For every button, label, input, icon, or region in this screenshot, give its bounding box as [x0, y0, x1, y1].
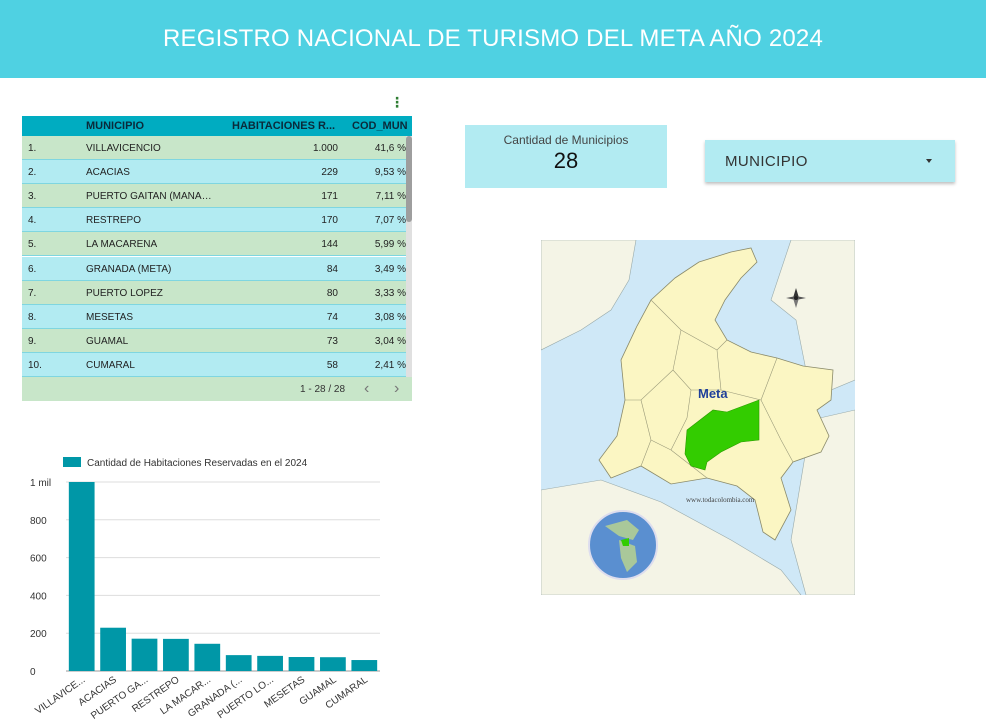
row-index: 7. [28, 287, 37, 299]
municipios-table: MUNICIPIO HABITACIONES R... COD_MUN 1. VI… [22, 116, 412, 401]
y-tick-label: 0 [30, 667, 36, 678]
y-tick-label: 800 [30, 516, 47, 527]
column-header-cod-mun[interactable]: COD_MUN [352, 120, 408, 132]
municipio-filter-dropdown[interactable]: MUNICIPIO [705, 140, 955, 182]
table-row[interactable]: 6. GRANADA (META) 84 3,49 % [22, 256, 406, 281]
row-index: 8. [28, 311, 37, 323]
table-row[interactable]: 2. ACACIAS 229 9,53 % [22, 160, 406, 185]
row-cod-mun: 3,49 % [374, 263, 406, 275]
scorecard-label: Cantidad de Municipios [503, 133, 629, 147]
column-header-habitaciones[interactable]: HABITACIONES R... [232, 120, 336, 132]
row-cod-mun: 3,08 % [374, 311, 406, 323]
row-cod-mun: 7,11 % [375, 191, 406, 203]
bar[interactable] [194, 643, 221, 671]
y-tick-label: 600 [30, 554, 47, 565]
row-cod-mun: 2,41 % [374, 359, 406, 371]
row-municipio: LA MACARENA [86, 239, 158, 251]
legend-label: Cantidad de Habitaciones Reservadas en e… [87, 458, 308, 469]
table-row[interactable]: 1. VILLAVICENCIO 1.000 41,6 % [22, 136, 406, 160]
row-cod-mun: 7,07 % [374, 215, 406, 227]
row-index: 10. [28, 359, 42, 371]
row-habitaciones: 229 [321, 167, 338, 179]
row-habitaciones: 73 [326, 335, 338, 347]
bar[interactable] [320, 657, 346, 671]
row-index: 6. [28, 263, 37, 275]
row-index: 2. [28, 167, 37, 179]
table-header: MUNICIPIO HABITACIONES R... COD_MUN [22, 116, 412, 136]
row-cod-mun: 9,53 % [374, 167, 406, 179]
map-watermark: www.todacolombia.com [686, 496, 755, 504]
row-index: 5. [28, 239, 37, 251]
row-cod-mun: 3,04 % [374, 335, 406, 347]
table-pagination: 1 - 28 / 28 ‹ › [22, 377, 412, 401]
bar[interactable] [288, 657, 315, 671]
report-header: REGISTRO NACIONAL DE TURISMO DEL META AÑ… [0, 0, 986, 78]
caret-down-icon [926, 159, 932, 163]
row-municipio: GRANADA (META) [86, 263, 172, 275]
chevron-left-icon[interactable]: ‹ [364, 380, 370, 397]
colombia-map-graphic: Meta www.todacolombia.com [541, 240, 855, 595]
row-habitaciones: 1.000 [312, 143, 338, 154]
bar[interactable] [68, 482, 95, 671]
row-municipio: ACACIAS [86, 167, 130, 179]
bar[interactable] [100, 627, 126, 671]
bar-chart-svg: Cantidad de Habitaciones Reservadas en e… [30, 457, 380, 722]
row-habitaciones: 144 [321, 239, 338, 251]
row-cod-mun: 41,6 % [374, 143, 406, 154]
legend-swatch [63, 457, 81, 467]
colombia-map: Meta www.todacolombia.com [541, 240, 855, 595]
table-row[interactable]: 9. GUAMAL 73 3,04 % [22, 328, 406, 353]
table-row[interactable]: 3. PUERTO GAITAN (MANACA... 171 7,11 % [22, 184, 406, 209]
row-habitaciones: 80 [326, 287, 338, 299]
row-index: 1. [28, 143, 37, 154]
row-municipio: MESETAS [86, 311, 134, 323]
row-habitaciones: 74 [326, 311, 338, 323]
row-cod-mun: 3,33 % [374, 287, 406, 299]
x-tick-label: VILLAVICE... [33, 674, 87, 716]
y-tick-label: 200 [30, 629, 47, 640]
row-municipio: GUAMAL [86, 335, 129, 347]
more-options-icon[interactable]: ⋮ [390, 94, 404, 110]
map-region-label: Meta [698, 386, 728, 401]
bar[interactable] [163, 638, 189, 671]
chevron-right-icon[interactable]: › [394, 380, 400, 397]
table-row[interactable]: 10. CUMARAL 58 2,41 % [22, 352, 406, 377]
row-municipio: PUERTO GAITAN (MANACA... [86, 191, 218, 203]
row-cod-mun: 5,99 % [374, 239, 406, 251]
row-habitaciones: 170 [321, 215, 338, 227]
table-row[interactable]: 8. MESETAS 74 3,08 % [22, 304, 406, 329]
table-row[interactable]: 4. RESTREPO 170 7,07 % [22, 208, 406, 233]
table-scrollbar[interactable] [406, 136, 412, 377]
dropdown-label: MUNICIPIO [725, 153, 808, 170]
row-index: 9. [28, 335, 37, 347]
bar[interactable] [351, 660, 378, 671]
municipios-scorecard: Cantidad de Municipios 28 [465, 125, 667, 188]
pagination-range: 1 - 28 / 28 [300, 384, 346, 395]
row-index: 4. [28, 215, 37, 227]
bar[interactable] [257, 655, 283, 671]
y-tick-label: 1 mil [30, 478, 51, 489]
bar[interactable] [131, 638, 158, 671]
row-municipio: VILLAVICENCIO [86, 143, 161, 154]
y-tick-label: 400 [30, 591, 47, 602]
habitaciones-bar-chart: Cantidad de Habitaciones Reservadas en e… [22, 445, 422, 722]
row-municipio: RESTREPO [86, 215, 142, 227]
table-row[interactable]: 5. LA MACARENA 144 5,99 % [22, 232, 406, 257]
table-row[interactable]: 7. PUERTO LOPEZ 80 3,33 % [22, 280, 406, 305]
scorecard-value: 28 [553, 148, 579, 173]
compass-icon [786, 288, 806, 308]
row-habitaciones: 58 [326, 359, 338, 371]
scrollbar-thumb[interactable] [406, 136, 412, 222]
row-habitaciones: 84 [326, 263, 338, 275]
globe-inset-icon [588, 510, 658, 580]
bar[interactable] [225, 655, 252, 671]
row-municipio: PUERTO LOPEZ [86, 287, 163, 299]
report-title: REGISTRO NACIONAL DE TURISMO DEL META AÑ… [162, 25, 824, 52]
column-header-municipio[interactable]: MUNICIPIO [86, 120, 145, 132]
row-municipio: CUMARAL [86, 359, 135, 371]
row-index: 3. [28, 191, 37, 203]
row-habitaciones: 171 [321, 191, 338, 203]
